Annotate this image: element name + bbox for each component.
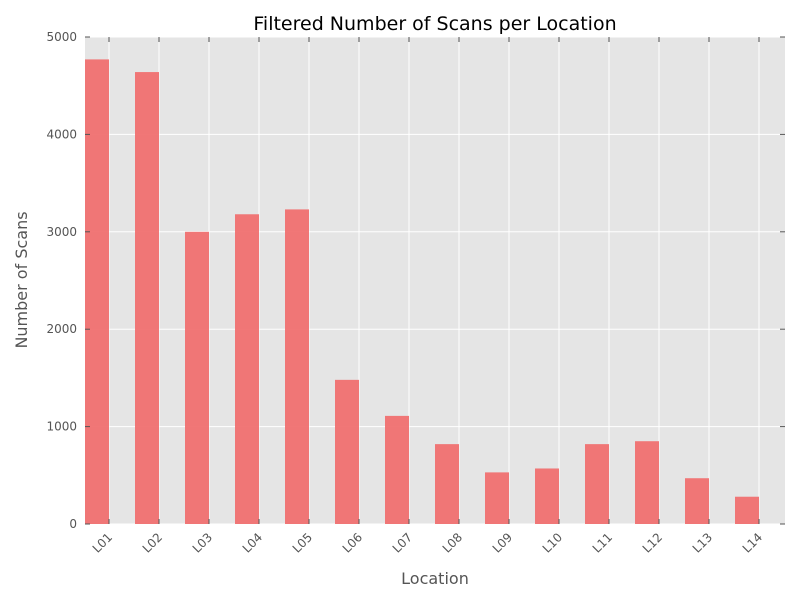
x-tick-label: L06 bbox=[340, 530, 365, 555]
bar-l09 bbox=[485, 472, 509, 524]
bar-l10 bbox=[535, 468, 559, 524]
x-axis-label: Location bbox=[401, 569, 469, 588]
y-tick-label: 5000 bbox=[46, 30, 77, 44]
x-tick-label: L12 bbox=[640, 530, 665, 555]
y-tick-label: 1000 bbox=[46, 420, 77, 434]
bar-l12 bbox=[635, 441, 659, 524]
chart-title: Filtered Number of Scans per Location bbox=[253, 13, 616, 35]
bar-l14 bbox=[735, 496, 759, 524]
x-tick-label: L10 bbox=[540, 530, 565, 555]
x-tick-label: L01 bbox=[90, 530, 115, 555]
bar-l06 bbox=[335, 379, 359, 524]
x-tick-label: L13 bbox=[690, 530, 715, 555]
x-tick-label: L09 bbox=[490, 530, 515, 555]
x-tick-label: L08 bbox=[440, 530, 465, 555]
y-tick-label: 4000 bbox=[46, 127, 77, 141]
bar-l11 bbox=[585, 444, 609, 524]
bar-l04 bbox=[235, 214, 259, 524]
bar-l05 bbox=[285, 209, 309, 524]
x-tick-label: L03 bbox=[190, 530, 215, 555]
x-tick-label: L02 bbox=[140, 530, 165, 555]
x-tick-label: L14 bbox=[740, 530, 765, 555]
y-tick-label: 2000 bbox=[46, 322, 77, 336]
bar-l02 bbox=[135, 72, 159, 525]
y-tick-label: 3000 bbox=[46, 225, 77, 239]
x-tick-label: L11 bbox=[590, 530, 615, 555]
x-tick-label: L05 bbox=[290, 530, 315, 555]
bars bbox=[85, 59, 759, 525]
bar-l08 bbox=[435, 444, 459, 524]
bar-l07 bbox=[385, 415, 409, 524]
bar-l03 bbox=[185, 231, 209, 525]
y-axis-label: Number of Scans bbox=[12, 211, 31, 348]
x-tick-label: L04 bbox=[240, 530, 265, 555]
bar-l13 bbox=[685, 478, 709, 524]
y-tick-label: 0 bbox=[69, 517, 77, 531]
x-tick-label: L07 bbox=[390, 530, 415, 555]
bar-l01 bbox=[85, 59, 109, 524]
